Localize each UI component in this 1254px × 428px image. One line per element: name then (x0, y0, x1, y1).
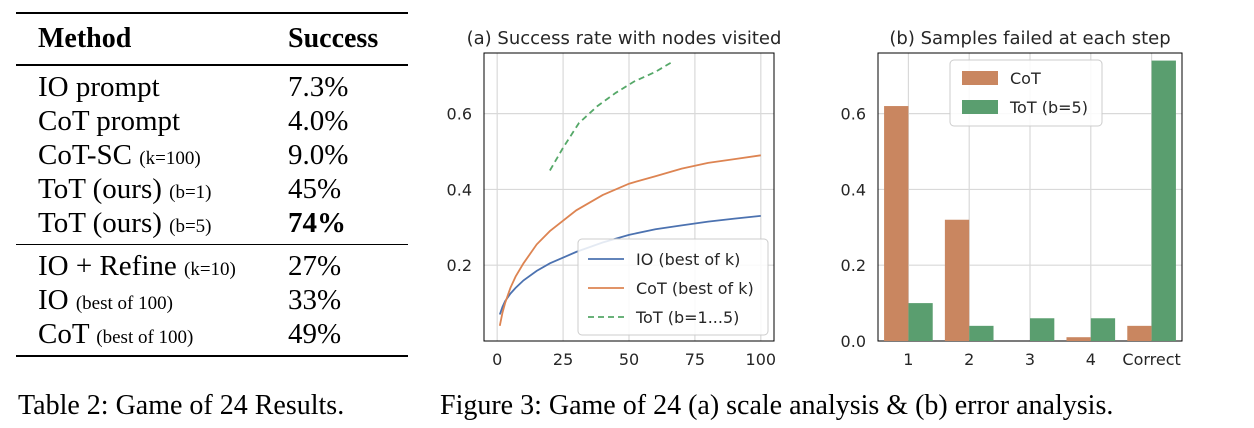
chart-b-ytick-label: 0.4 (841, 180, 866, 199)
chart-b-bar (1151, 60, 1176, 341)
chart-b-bar (1127, 325, 1152, 341)
chart-b-legend-label: CoT (1010, 69, 1041, 88)
chart-b-bar (969, 325, 994, 341)
chart-b-legend: CoT ToT (b=5) (949, 59, 1103, 127)
chart-a-legend-label: ToT (b=1...5) (635, 308, 739, 327)
header-success: Success (288, 23, 379, 54)
table-group-prompting: IO prompt 7.3% CoT prompt 4.0% CoT-SC (k=100… (16, 66, 408, 244)
chart-a-ticks: 0 25 50 75 100 0.2 0.4 0.6 (447, 105, 777, 369)
cell-method: CoT prompt (38, 104, 180, 138)
chart-a-legend-label: CoT (best of k) (636, 279, 754, 298)
results-table: Method Success IO prompt 7.3% CoT prompt 4.… (16, 12, 408, 357)
table-header-rule (16, 64, 408, 66)
chart-b-ytick-label: 0.6 (841, 105, 866, 124)
cell-success: 33% (288, 284, 342, 316)
chart-b-bars (884, 60, 1176, 341)
chart-b-ticks: 1 2 3 4 Correct 0.0 0.2 0.4 0.6 (841, 105, 1181, 369)
cell-method: ToT (ours) (b=5) (38, 206, 212, 244)
table-row: CoT prompt 4.0% (16, 104, 408, 138)
chart-a-legend: IO (best of k) CoT (best of k) ToT (b=1...… (577, 238, 769, 336)
table-group-refinement: IO + Refine (k=10) 27% IO (best of 100) 33%… (16, 245, 408, 355)
table-row: IO prompt 7.3% (16, 70, 408, 104)
chart-b-xtick-label: 4 (1086, 350, 1096, 369)
chart-b-xtick-label: 3 (1025, 350, 1035, 369)
method-param: (k=100) (139, 147, 201, 169)
cell-method: IO (best of 100) (38, 283, 173, 321)
chart-b-xtick-label: Correct (1122, 350, 1180, 369)
chart-a-success-rate: (a) Success rate with nodes visited 0 25 5… (447, 28, 782, 369)
table-header-row: Method Success (16, 14, 408, 64)
table-group-rule (16, 243, 408, 245)
chart-b-legend-swatch (962, 100, 998, 114)
method-param: (b=5) (169, 215, 212, 237)
table-row: IO (best of 100) 33% (16, 283, 408, 317)
chart-b-title: (b) Samples failed at each step (889, 28, 1170, 49)
chart-a-lines (498, 61, 761, 326)
figure-caption: Figure 3: Game of 24 (a) scale analysis … (440, 390, 1114, 421)
chart-a-legend-box (577, 238, 769, 336)
cell-method: IO prompt (38, 70, 160, 104)
cell-method: ToT (ours) (b=1) (38, 172, 212, 210)
chart-b-bar (1030, 318, 1055, 341)
chart-b-bar (944, 219, 970, 341)
table-row: IO + Refine (k=10) 27% (16, 249, 408, 283)
cell-success: 74% (288, 206, 346, 239)
chart-a-xtick-label: 75 (685, 350, 705, 369)
chart-a-series-line (498, 154, 761, 326)
chart-b-bar (908, 303, 933, 341)
cell-success: 7.3% (288, 70, 349, 103)
cell-method: CoT-SC (k=100) (38, 138, 201, 176)
chart-b-ytick-label: 0.0 (841, 332, 866, 351)
method-param: (best of 100) (96, 327, 194, 348)
cell-success: 45% (288, 172, 342, 205)
chart-a-ytick-label: 0.4 (447, 180, 472, 199)
chart-a-frame (483, 52, 775, 342)
table-row: ToT (ours) (b=5) 74% (16, 206, 408, 240)
chart-b-ytick-label: 0.2 (841, 256, 866, 275)
cell-success: 4.0% (288, 104, 349, 137)
chart-b-xtick-label: 2 (964, 350, 974, 369)
chart-a-series-line (549, 61, 672, 171)
method-name: CoT-SC (38, 138, 133, 171)
chart-a-xtick-label: 25 (553, 350, 573, 369)
table-row: CoT-SC (k=100) 9.0% (16, 138, 408, 172)
chart-a-xtick-label: 0 (492, 350, 502, 369)
chart-b-grid (878, 53, 1182, 342)
cell-method: CoT (best of 100) (38, 317, 193, 355)
table-row: CoT (best of 100) 49% (16, 317, 408, 351)
chart-b-legend-swatch (962, 71, 998, 85)
method-name: IO (38, 284, 69, 316)
method-param: (best of 100) (75, 293, 173, 314)
chart-b-bar (884, 106, 909, 341)
table-bottom-rule (16, 355, 408, 357)
method-name: IO prompt (38, 70, 160, 103)
method-name: IO + Refine (38, 250, 177, 282)
cell-success: 49% (288, 318, 342, 350)
chart-b-xtick-label: 1 (903, 350, 913, 369)
chart-a-title: (a) Success rate with nodes visited (467, 28, 782, 49)
method-name: ToT (ours) (38, 172, 162, 205)
chart-b-legend-label: ToT (b=5) (1009, 98, 1088, 117)
table-top-rule (16, 12, 408, 14)
header-method: Method (38, 23, 132, 54)
table-caption: Table 2: Game of 24 Results. (18, 390, 345, 421)
cell-method: IO + Refine (k=10) (38, 249, 236, 287)
chart-a-ytick-label: 0.6 (447, 105, 472, 124)
chart-a-xtick-label: 100 (746, 350, 777, 369)
method-param: (k=10) (184, 259, 236, 280)
cell-success: 27% (288, 250, 342, 282)
chart-a-xtick-label: 50 (619, 350, 639, 369)
chart-b-failed-samples: (b) Samples failed at each step 1 2 3 4 Corr… (841, 28, 1183, 369)
chart-b-bar (1090, 318, 1116, 341)
method-name: CoT prompt (38, 104, 181, 137)
table-row: ToT (ours) (b=1) 45% (16, 172, 408, 206)
chart-a-ytick-label: 0.2 (447, 256, 472, 275)
method-param: (b=1) (169, 181, 212, 203)
cell-success: 9.0% (288, 138, 349, 171)
chart-b-bar (1066, 337, 1091, 341)
method-name: ToT (ours) (38, 206, 162, 239)
chart-a-legend-label: IO (best of k) (636, 250, 740, 269)
method-name: CoT (38, 318, 90, 350)
